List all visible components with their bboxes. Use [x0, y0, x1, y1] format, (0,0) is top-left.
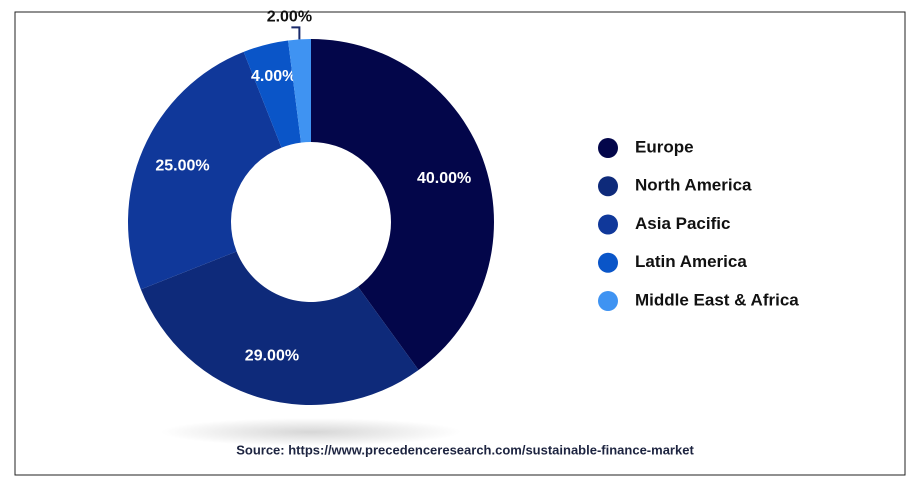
value-label: 40.00%: [417, 170, 471, 187]
legend-label: Latin America: [635, 252, 747, 271]
leader-line: [291, 26, 301, 40]
legend-label: Middle East & Africa: [635, 290, 799, 309]
source: Source: https://www.precedenceresearch.c…: [236, 442, 694, 457]
slice: [140, 251, 419, 405]
slice: [243, 40, 301, 148]
value-label: 29.00%: [245, 348, 299, 365]
slice: [311, 39, 494, 371]
donut: 40.00% 29.00% 25.00% 4.00% 2.00%: [128, 9, 494, 405]
legend: Europe North America Asia Pacific Latin Ame…: [598, 137, 799, 311]
legend-label: North America: [635, 176, 752, 195]
legend-swatch: [598, 252, 618, 273]
legend-swatch: [598, 176, 618, 197]
value-label: 25.00%: [155, 158, 209, 175]
legend-label: Europe: [635, 137, 694, 156]
value-label: 4.00%: [251, 68, 296, 85]
legend-swatch: [598, 291, 618, 311]
legend-label: Asia Pacific: [635, 214, 730, 233]
slice: [288, 39, 311, 143]
value-label: 2.00%: [267, 9, 312, 26]
legend-swatch: [598, 214, 618, 235]
slice: [128, 51, 282, 290]
legend-swatch: [598, 138, 618, 158]
shadow: [161, 418, 461, 446]
